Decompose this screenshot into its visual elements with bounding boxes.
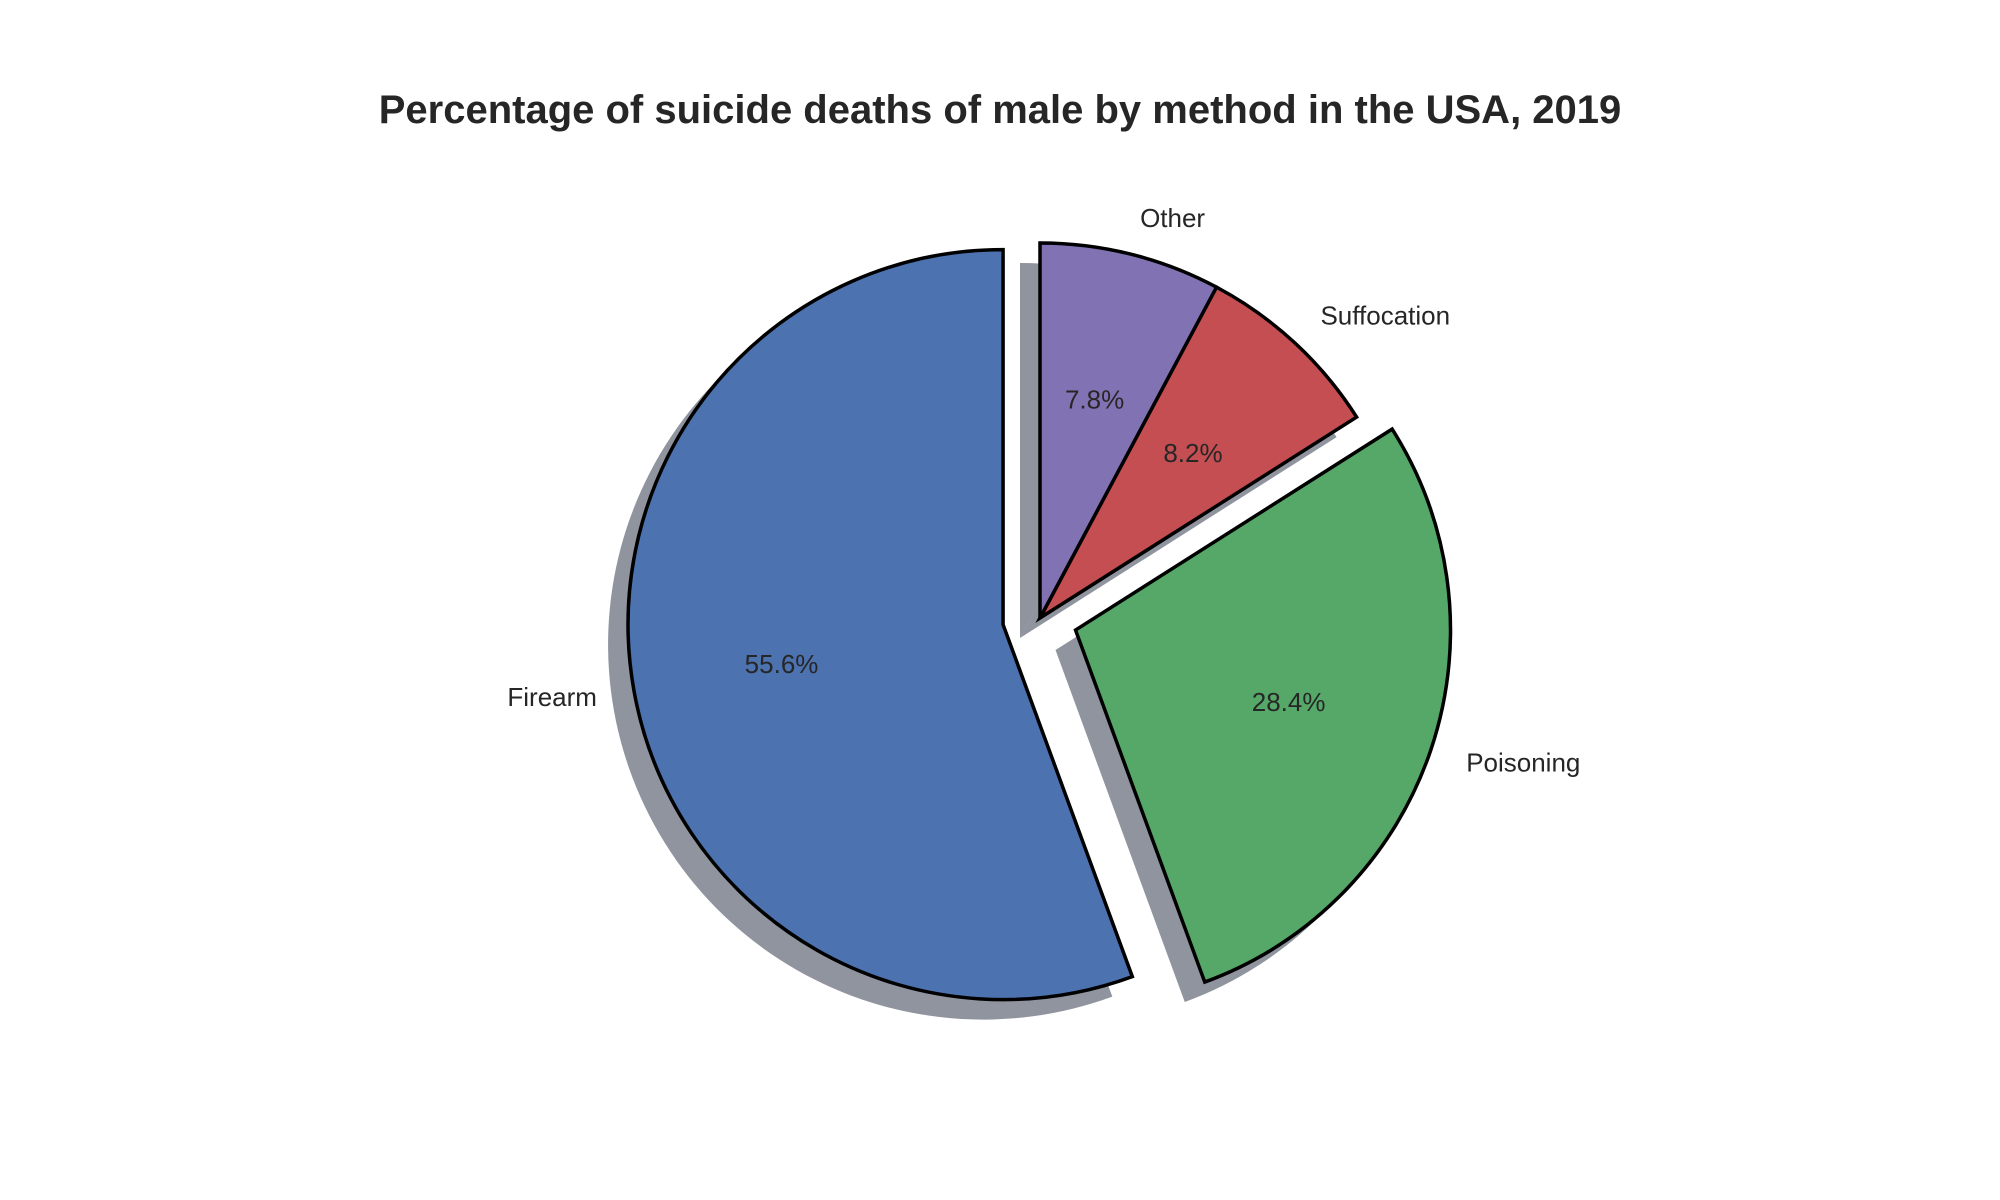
percent-label-firearm: 55.6% bbox=[745, 649, 819, 679]
slice-label-other: Other bbox=[1140, 203, 1205, 233]
pie-slice-suffocation bbox=[1035, 284, 1360, 624]
percent-label-suffocation: 8.2% bbox=[1163, 438, 1222, 468]
label-layer: Firearm 55.6% Poisoning 28.4% Suffocation 8.2… bbox=[507, 203, 1580, 778]
slice-layer bbox=[626, 241, 1453, 1002]
pie-slice-other bbox=[1038, 241, 1219, 619]
percent-label-other: 7.8% bbox=[1065, 385, 1124, 415]
pie-slice-poisoning bbox=[1073, 426, 1453, 985]
pie-slice-firearm bbox=[626, 247, 1135, 1002]
slice-label-suffocation: Suffocation bbox=[1320, 301, 1450, 331]
percent-label-poisoning: 28.4% bbox=[1252, 687, 1326, 717]
chart-title: Percentage of suicide deaths of male by … bbox=[378, 88, 1622, 132]
slice-label-poisoning: Poisoning bbox=[1466, 747, 1580, 777]
slice-label-firearm: Firearm bbox=[507, 682, 597, 712]
